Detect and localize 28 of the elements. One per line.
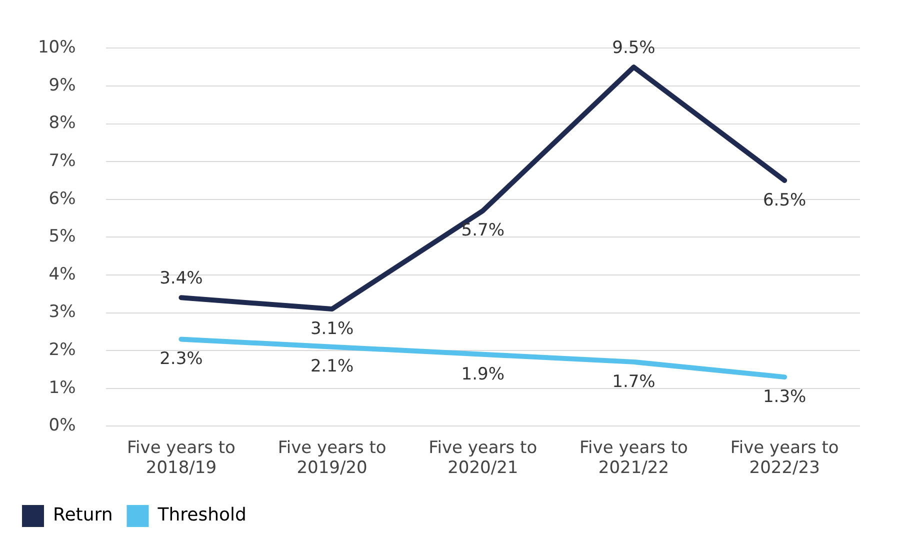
data-label: 3.4% [160, 268, 203, 289]
data-label: 2.3% [160, 349, 203, 370]
y-tick-label: 6% [48, 188, 76, 209]
data-label: 2.1% [310, 356, 354, 377]
data-label: 9.5% [612, 38, 656, 58]
y-tick-label: 10% [38, 38, 76, 58]
data-label: 1.7% [612, 372, 656, 392]
y-tick-label: 8% [48, 113, 76, 134]
y-tick-label: 5% [48, 226, 76, 247]
data-label: 1.9% [461, 364, 504, 384]
data-label: 1.3% [762, 386, 806, 407]
x-tick-label: Five years to 2022/23 [730, 438, 839, 478]
legend-label: Threshold [156, 504, 246, 526]
y-tick-label: 0% [48, 416, 76, 436]
data-label: 3.1% [310, 318, 354, 339]
y-tick-label: 7% [48, 151, 76, 172]
y-tick-label: 3% [48, 302, 76, 322]
x-tick-label: Five years to 2020/21 [428, 438, 538, 478]
x-tick-label: Five years to 2018/19 [126, 438, 236, 478]
x-tick-label: Five years to 2019/20 [278, 438, 386, 478]
y-tick-label: 2% [48, 340, 76, 360]
y-tick-label: 9% [48, 75, 76, 96]
legend-label: Return [53, 504, 113, 526]
x-tick-label: Five years to 2021/22 [580, 438, 688, 478]
data-label: 6.5% [762, 190, 806, 210]
data-label: 5.7% [461, 220, 504, 241]
y-tick-label: 4% [48, 264, 76, 284]
y-tick-label: 1% [48, 378, 76, 398]
